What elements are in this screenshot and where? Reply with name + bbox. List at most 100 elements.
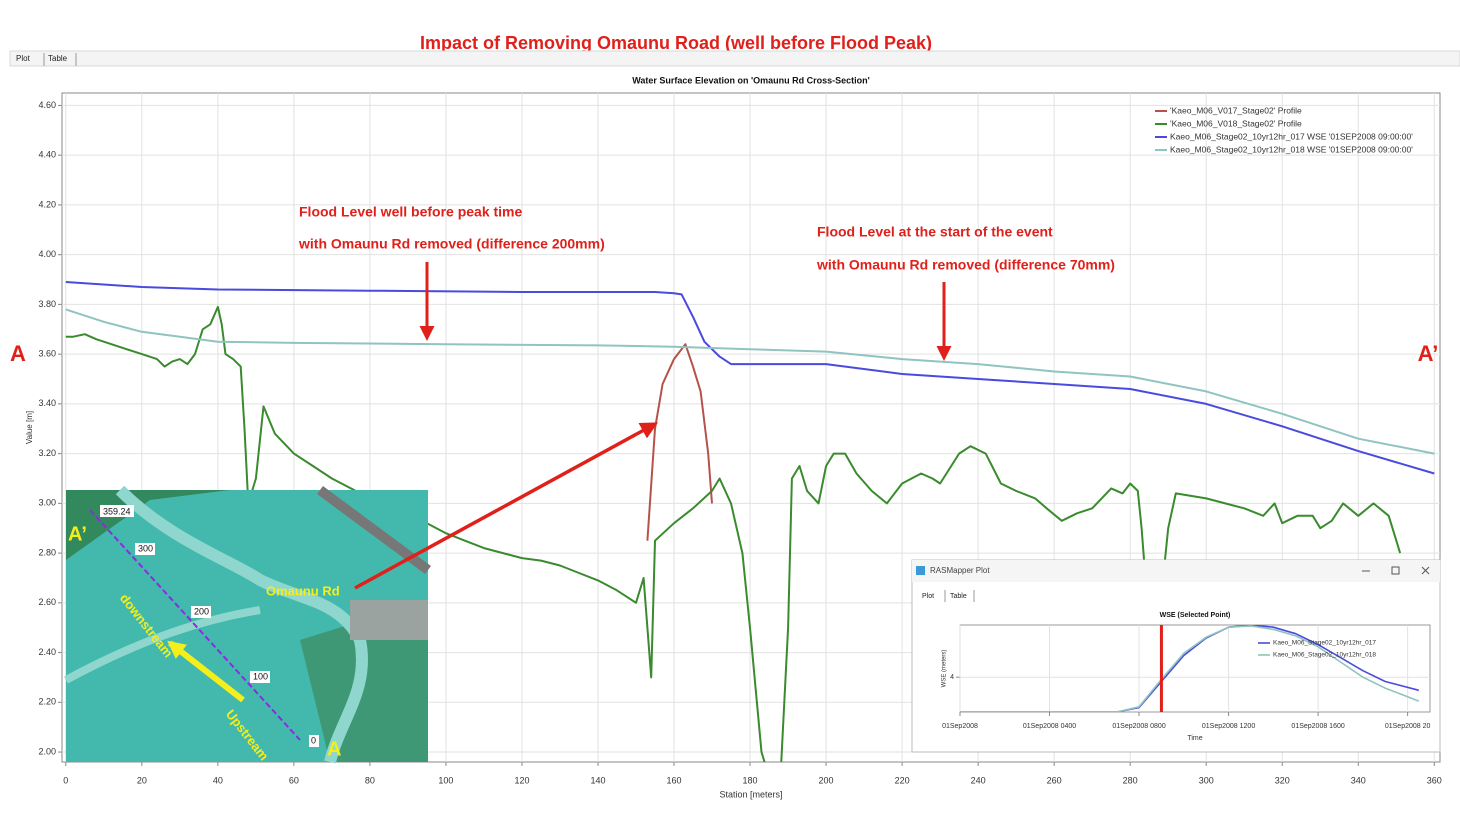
x-tick-label: 200 — [819, 775, 834, 785]
inset-chart: WSE (Selected Point) Time WSE (meters) 4 01S… — [942, 612, 1431, 742]
x-tick-label: 240 — [971, 775, 986, 785]
x-tick-label: 01Sep2008 0400 — [1023, 723, 1076, 730]
y-tick-label: 2.00 — [38, 746, 56, 756]
x-tick-label: 160 — [667, 775, 682, 785]
y-tick-label: 3.00 — [38, 498, 56, 508]
tab[interactable]: Plot — [16, 54, 31, 63]
maximize-button[interactable] — [1391, 566, 1400, 575]
legend-label: Kaeo_M06_Stage02_10yr12hr_018 — [1273, 652, 1376, 659]
series-line — [65, 308, 1435, 455]
y-tick-label: 4.00 — [38, 249, 56, 259]
tab[interactable]: Table — [950, 593, 967, 600]
x-tick-label: 0 — [63, 775, 68, 785]
x-tick-label: 60 — [289, 775, 299, 785]
x-tick-label: 01Sep2008 0800 — [1112, 723, 1165, 730]
rasmapper-window: RASMapper Plot Plot Table WSE (Selected … — [911, 559, 1441, 753]
y-axis-label: WSE (meters) — [942, 650, 948, 688]
series-line — [960, 625, 1420, 712]
series-line — [65, 281, 1435, 475]
section-start-label: A — [10, 341, 26, 366]
map-start-label: A — [327, 738, 341, 760]
map-buildings — [350, 600, 428, 640]
x-tick-label: 120 — [514, 775, 529, 785]
annotation: with Omaunu Rd removed (difference 70mm) — [816, 257, 1115, 273]
y-tick-label: 3.80 — [38, 299, 56, 309]
x-tick-label: 01Sep2008 20 — [1385, 723, 1431, 730]
chainage-box — [191, 606, 211, 618]
tab[interactable]: Plot — [922, 593, 934, 600]
y-tick-label: 4.40 — [38, 150, 56, 160]
map-road-label: Omaunu Rd — [266, 583, 340, 598]
annotation: Flood Level at the start of the event — [817, 224, 1053, 240]
annotation: with Omaunu Rd removed (difference 200mm… — [298, 236, 605, 252]
x-axis-label: Time — [1187, 735, 1202, 742]
map-river — [115, 485, 368, 764]
chart-title: WSE (Selected Point) — [1160, 612, 1231, 619]
annotation: Flood Level well before peak time — [299, 204, 522, 220]
y-tick-label: 2.20 — [38, 697, 56, 707]
x-tick-label: 100 — [438, 775, 453, 785]
map-inset: 359.24 300 200 100 0 A’ A downstream Ups… — [64, 485, 431, 764]
chainage-label: 200 — [194, 606, 209, 616]
y-tick-label: 3.20 — [38, 448, 56, 458]
y-tick-label: 2.80 — [38, 547, 56, 557]
x-tick-label: 260 — [1047, 775, 1062, 785]
x-tick-label: 360 — [1427, 775, 1442, 785]
chainage-box — [100, 505, 134, 517]
x-tick-label: 01Sep2008 — [942, 723, 978, 730]
tab-strip — [9, 50, 1460, 67]
legend-label: Kaeo_M06_Stage02_10yr12hr_017 WSE '01SEP… — [1170, 131, 1413, 141]
y-tick-label: 4.60 — [38, 100, 56, 110]
series-group — [960, 625, 1420, 712]
annotations: Flood Level well before peak time with O… — [10, 204, 1438, 366]
y-tick-label: 2.40 — [38, 647, 56, 657]
x-tick-label: 340 — [1351, 775, 1366, 785]
x-tick-label: 300 — [1199, 775, 1214, 785]
window-icon — [916, 566, 925, 575]
x-tick-label: 140 — [590, 775, 605, 785]
chainage-box — [309, 735, 319, 747]
chainage-label: 100 — [253, 671, 268, 681]
y-tick-label: 3.40 — [38, 398, 56, 408]
legend-label: Kaeo_M06_Stage02_10yr12hr_017 — [1273, 640, 1376, 647]
x-tick-label: 20 — [137, 775, 147, 785]
chainage-label: 0 — [311, 735, 316, 745]
map-end-label: A’ — [68, 523, 87, 545]
plot-area — [959, 624, 1431, 713]
window-title-bar — [912, 560, 1440, 582]
x-tick-label: 320 — [1275, 775, 1290, 785]
x-tick-label: 01Sep2008 1200 — [1202, 723, 1255, 730]
series-line — [646, 343, 713, 541]
x-tick-label: 80 — [365, 775, 375, 785]
y-tick-label: 4.20 — [38, 199, 56, 209]
legend-label: Kaeo_M06_Stage02_10yr12hr_018 WSE '01SEP… — [1170, 144, 1413, 154]
window-title: RASMapper Plot — [930, 566, 990, 575]
tab[interactable]: Table — [48, 54, 68, 63]
legend-label: 'Kaeo_M06_V018_Stage02' Profile — [1170, 118, 1302, 128]
arrow — [354, 422, 659, 590]
chainage-box — [250, 671, 270, 683]
x-tick-label: 01Sep2008 1600 — [1291, 723, 1344, 730]
x-axis-label: Station [meters] — [719, 789, 782, 799]
close-button[interactable] — [1421, 566, 1430, 575]
y-tick-label: 4 — [950, 674, 954, 681]
x-tick-label: 220 — [895, 775, 910, 785]
chainage-label: 359.24 — [103, 506, 131, 516]
legend-label: 'Kaeo_M06_V017_Stage02' Profile — [1170, 105, 1302, 115]
y-tick-label: 2.60 — [38, 597, 56, 607]
chainage-box — [135, 543, 155, 555]
page-title: Impact of Removing Omaunu Road (well bef… — [420, 33, 932, 53]
chainage-label: 300 — [138, 543, 153, 553]
y-axis-label: Value [m] — [25, 411, 34, 444]
x-tick-label: 40 — [213, 775, 223, 785]
section-end-label: A’ — [1418, 341, 1439, 366]
section-line — [89, 509, 301, 741]
map-river — [64, 606, 261, 684]
x-tick-label: 180 — [743, 775, 758, 785]
flow-arrow — [167, 640, 245, 703]
chart-title: Water Surface Elevation on 'Omaunu Rd Cr… — [632, 75, 870, 85]
x-tick-label: 280 — [1123, 775, 1138, 785]
y-tick-label: 3.60 — [38, 349, 56, 359]
